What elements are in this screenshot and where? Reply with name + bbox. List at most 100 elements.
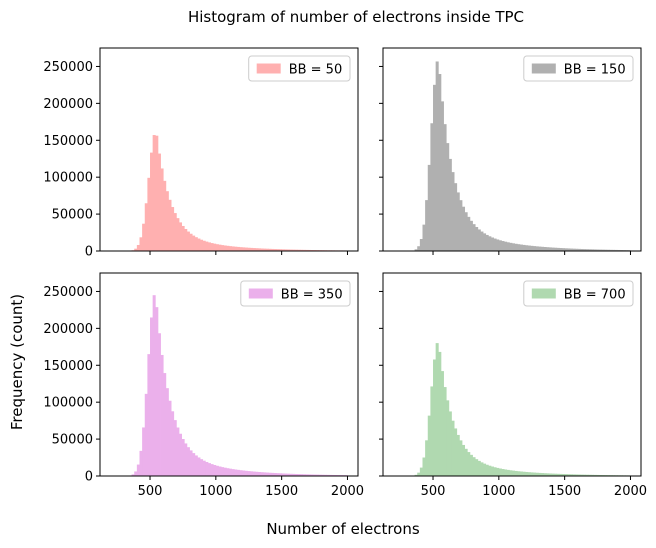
histogram-bar: [533, 472, 537, 476]
histogram-bar: [454, 428, 458, 476]
histogram-bar: [315, 474, 319, 476]
histogram-bar: [252, 471, 256, 476]
histogram-bar: [178, 433, 183, 476]
histogram-bar: [279, 473, 283, 476]
histogram-bar: [422, 457, 426, 476]
histogram-bar: [551, 473, 555, 476]
histogram-bar: [163, 180, 167, 251]
histogram-bar: [218, 244, 222, 251]
histogram-bar: [456, 192, 460, 251]
histogram-bar: [506, 242, 510, 251]
histogram-bar: [236, 246, 240, 251]
histogram-bar: [300, 474, 304, 476]
histogram-bar: [535, 472, 539, 476]
histogram-bar: [467, 216, 471, 251]
histogram-bar: [194, 455, 198, 476]
histogram-bar: [440, 371, 444, 476]
histogram-bar: [181, 439, 185, 476]
histogram-bar: [535, 246, 539, 251]
histogram-bar: [310, 474, 314, 476]
histogram-bar: [250, 247, 254, 251]
histogram-bar: [480, 231, 484, 251]
histogram-bar: [226, 245, 230, 251]
histogram-bars: [404, 61, 631, 252]
histogram-bar: [583, 474, 587, 476]
histogram-bar: [147, 354, 151, 476]
y-tick-label: 250000: [43, 285, 93, 300]
histogram-bar: [417, 472, 421, 476]
histogram-bar: [506, 469, 510, 476]
histogram-bar: [459, 440, 463, 476]
histogram-bar: [533, 246, 537, 251]
histogram-bar: [512, 243, 516, 251]
axes-frame: [382, 47, 642, 252]
histogram-bar: [604, 249, 608, 251]
histogram-bar: [567, 474, 571, 476]
histogram-bar: [223, 245, 227, 251]
histogram-bar: [480, 462, 484, 476]
histogram-bar: [192, 235, 196, 251]
histogram-bar: [136, 244, 140, 251]
histogram-bar: [433, 84, 437, 251]
histogram-bar: [152, 135, 156, 251]
histogram-bar: [331, 474, 335, 476]
histogram-bar: [242, 470, 246, 476]
histogram-bar: [469, 220, 473, 251]
y-tick-label: 200000: [43, 322, 93, 337]
histogram-bar: [260, 248, 264, 251]
histogram-bar: [454, 183, 458, 251]
histogram-bar: [229, 246, 233, 251]
histogram-bar: [569, 474, 573, 476]
x-tick-label: 1000: [482, 484, 515, 499]
x-tick-label: 2000: [614, 484, 647, 499]
histogram-bar: [498, 468, 502, 476]
histogram-bar: [448, 411, 452, 476]
histogram-bar: [321, 474, 325, 476]
histogram-bar: [501, 241, 505, 251]
histogram-bar: [612, 249, 616, 251]
histogram-bar: [210, 464, 214, 476]
histogram-bar: [556, 247, 560, 251]
histogram-bar: [546, 247, 550, 251]
histogram-bar: [134, 248, 138, 251]
legend-box: [523, 55, 634, 82]
histogram-bar: [509, 470, 513, 476]
histogram-bar: [171, 207, 175, 251]
histogram-bar: [229, 468, 233, 476]
histogram-bar: [202, 240, 206, 251]
histogram-bar: [569, 248, 573, 251]
histogram-bar: [585, 474, 589, 476]
histogram-bar: [286, 473, 290, 476]
y-tick-label: 0: [85, 245, 93, 260]
histogram-bar: [504, 241, 508, 251]
histogram-bar: [427, 415, 431, 476]
histogram-bar: [601, 249, 605, 251]
histogram-bar: [425, 440, 429, 476]
histogram-bar: [157, 333, 161, 476]
histogram-bar: [189, 233, 193, 251]
histogram-bar: [281, 473, 285, 476]
legend: BB = 350: [240, 280, 351, 307]
histogram-bars: [406, 343, 631, 476]
histogram-bar: [144, 203, 148, 251]
histogram-bar: [469, 454, 473, 476]
panel-2: BB = 150: [379, 47, 642, 255]
y-tick-label: 150000: [43, 359, 93, 374]
histogram-bar: [173, 213, 177, 251]
histogram-bar: [425, 200, 429, 251]
histogram-bar: [205, 241, 209, 251]
histogram-bar: [152, 295, 156, 476]
legend-box: [248, 55, 351, 82]
histogram-bar: [294, 473, 298, 476]
histogram-bar: [443, 124, 447, 251]
histogram-bar: [446, 143, 450, 251]
legend-swatch: [248, 288, 273, 299]
histogram-bar: [556, 473, 560, 476]
histogram-bar: [562, 248, 566, 251]
histogram-bar: [598, 249, 602, 251]
histogram-bar: [160, 168, 164, 251]
histogram-bar: [564, 248, 568, 251]
histogram-bar: [461, 206, 466, 251]
histogram-bar: [271, 248, 275, 251]
histogram-bar: [273, 473, 277, 476]
